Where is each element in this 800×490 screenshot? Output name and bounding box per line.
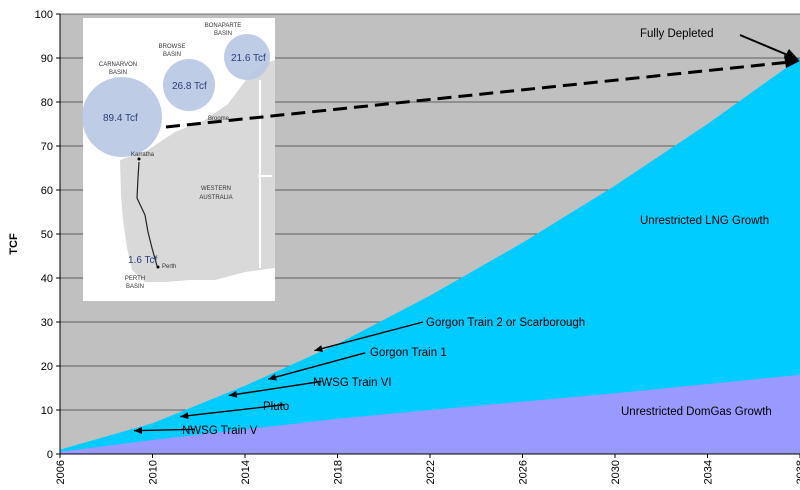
x-tick-labels: 2006 2010 2014 2018 2022 2026 2030 2034 2038 <box>55 460 800 484</box>
fully-depleted-arrow <box>739 34 791 57</box>
callout-arrowhead-nwsg-train-vi <box>228 390 238 398</box>
y-tick-label: 80 <box>41 97 53 109</box>
region-label: WESTERN AUSTRALIA <box>199 186 232 201</box>
bonaparte-tcf: 21.6 Tcf <box>231 53 266 64</box>
map-land <box>120 60 275 282</box>
perth-label: Perth <box>162 264 176 270</box>
bonaparte-basin-label: BONAPARTE BASIN <box>205 23 241 37</box>
callout-arrowhead-pluto <box>180 412 189 420</box>
y-axis-label: TCF <box>8 233 20 255</box>
x-tick-label: 2014 <box>240 460 252 484</box>
x-tick-label: 2022 <box>425 460 437 484</box>
callout-arrow-nwsg-train-v <box>133 428 195 432</box>
callout-arrow-gorgon-train-2 <box>314 321 424 352</box>
annotation-nwsg-train-vi: NWSG Train VI <box>313 377 392 389</box>
y-tick-label: 70 <box>41 141 53 153</box>
perth-tcf: 1.6 Tcf <box>128 255 157 266</box>
karratha-label: Karratha <box>131 152 155 158</box>
browse-tcf: 26.8 Tcf <box>172 81 207 92</box>
area-domgas <box>60 374 800 454</box>
x-tick-label: 2018 <box>333 460 345 484</box>
y-tick-label: 60 <box>41 185 53 197</box>
x-tick-label: 2038 <box>795 460 800 484</box>
y-tick-label: 90 <box>41 53 53 65</box>
callout-arrowhead-nwsg-train-v <box>134 427 143 435</box>
annotation-gorgon-train-1: Gorgon Train 1 <box>370 347 447 359</box>
browse-basin-bubble <box>163 59 215 111</box>
carnarvon-basin-bubble <box>82 77 162 157</box>
callout-arrow-nwsg-train-vi <box>228 380 322 397</box>
y-tick-label: 30 <box>41 317 53 329</box>
callout-arrow-gorgon-train-1 <box>267 352 366 380</box>
y-tick-labels: 0 10 20 30 40 50 60 70 80 90 100 <box>35 9 53 461</box>
browse-basin-label: BROWSE BASIN <box>159 44 186 58</box>
y-tick-label: 20 <box>41 361 53 373</box>
annotation-fully-depleted: Fully Depleted <box>640 28 714 40</box>
series-label-domgas: Unrestricted DomGas Growth <box>621 406 772 418</box>
y-tick-label: 0 <box>47 449 53 461</box>
y-tick-label: 40 <box>41 273 53 285</box>
callout-arrow-pluto <box>180 404 285 418</box>
x-tick-label: 2010 <box>148 460 160 484</box>
series-label-lng: Unrestricted LNG Growth <box>640 215 769 227</box>
annotation-nwsg-train-v: NWSG Train V <box>182 425 258 437</box>
x-tick-label: 2026 <box>518 460 530 484</box>
x-tick-label: 2006 <box>55 460 67 484</box>
y-tick-label: 100 <box>35 9 53 21</box>
callout-arrowhead-gorgon-train-2 <box>314 345 324 352</box>
perth-basin-label: PERTH BASIN <box>125 276 145 290</box>
x-tick-label: 2034 <box>703 460 715 484</box>
annotation-gorgon-train-2: Gorgon Train 2 or Scarborough <box>426 317 585 329</box>
area-lng <box>60 58 800 454</box>
broome-label: Broome <box>208 116 230 122</box>
bonaparte-basin-bubble <box>224 34 270 80</box>
fully-depleted-arrowhead <box>784 49 799 60</box>
perth-dot <box>156 265 160 269</box>
annotation-pluto: Pluto <box>263 401 289 413</box>
pipeline <box>136 161 158 267</box>
area-series <box>60 58 800 454</box>
y-tick-label: 50 <box>41 229 53 241</box>
x-tick-label: 2030 <box>610 460 622 484</box>
map-inset: 89.4 Tcf 26.8 Tcf 21.6 Tcf 1.6 Tcf CARNA… <box>82 18 275 301</box>
carnarvon-tcf: 89.4 Tcf <box>103 113 138 124</box>
y-tick-label: 10 <box>41 405 53 417</box>
callout-arrowhead-gorgon-train-1 <box>268 373 277 381</box>
train-callouts: Gorgon Train 2 or Scarborough Gorgon Trai… <box>133 317 585 437</box>
carnarvon-basin-label: CARNARVON BASIN <box>99 62 137 76</box>
karratha-dot <box>137 157 141 161</box>
axes <box>56 13 800 458</box>
